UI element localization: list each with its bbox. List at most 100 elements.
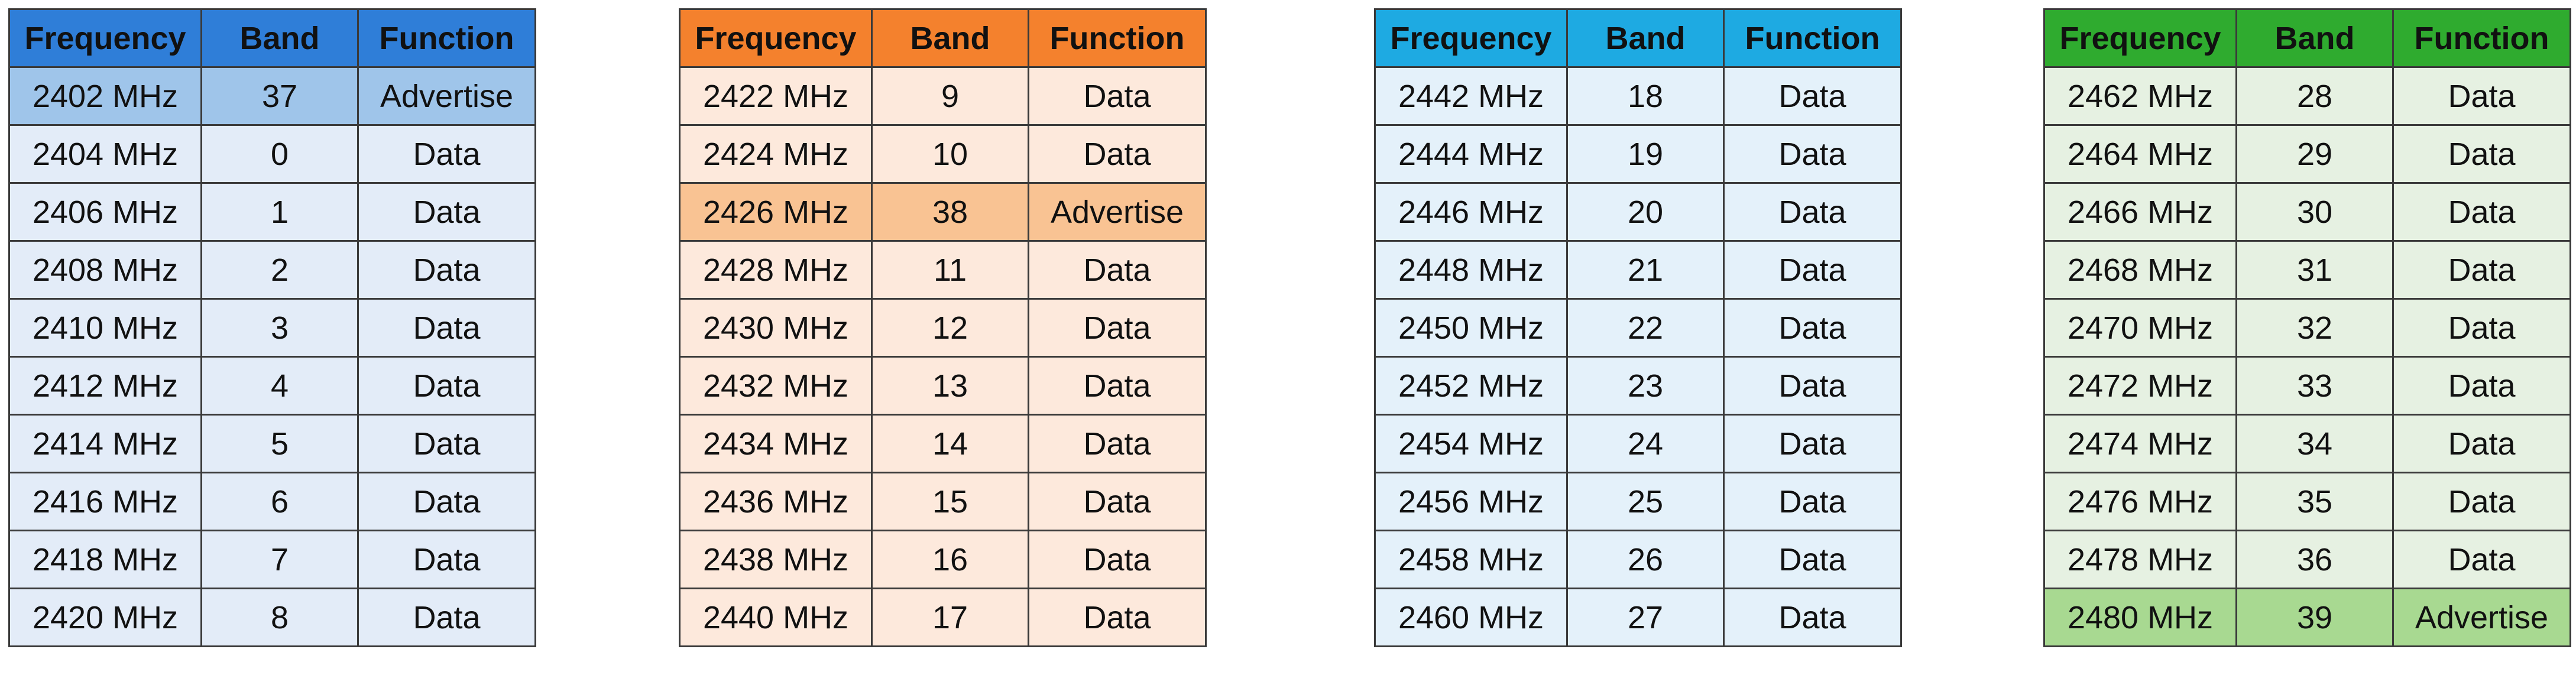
header-cell: Band [2235, 8, 2394, 68]
table-cell: Data [1723, 414, 1902, 473]
table-cell: 2420 MHz [8, 588, 202, 647]
table-cell: 11 [871, 240, 1029, 300]
table-cell: 2428 MHz [679, 240, 873, 300]
table-cell: 10 [871, 124, 1029, 184]
table-cell: 8 [200, 588, 359, 647]
table-cell: 17 [871, 588, 1029, 647]
table-cell: Data [1028, 240, 1207, 300]
table-cell: 2424 MHz [679, 124, 873, 184]
table-cell: 2450 MHz [1374, 298, 1568, 358]
table-row: 2444 MHz 19 Data [1374, 124, 1902, 184]
table-cell: 2472 MHz [2043, 356, 2237, 416]
table-cell: Data [357, 182, 536, 242]
table-row: 2432 MHz 13 Data [679, 356, 1207, 416]
table-cell: 19 [1566, 124, 1725, 184]
table-row: 2480 MHz 39 Advertise [2043, 588, 2571, 647]
table-cell: Data [2392, 66, 2571, 126]
table-cell: 2406 MHz [8, 182, 202, 242]
table-cell: 2412 MHz [8, 356, 202, 416]
table-cell: 2446 MHz [1374, 182, 1568, 242]
table-cell: Data [357, 356, 536, 416]
table-cell: Data [2392, 472, 2571, 531]
header-row: Frequency Band Function [679, 8, 1207, 68]
table-row: 2434 MHz 14 Data [679, 414, 1207, 473]
table-cell: 35 [2235, 472, 2394, 531]
table-cell: Data [2392, 240, 2571, 300]
table-cell: 27 [1566, 588, 1725, 647]
table-cell: 2478 MHz [2043, 530, 2237, 589]
table-cell: 37 [200, 66, 359, 126]
table-row: 2470 MHz 32 Data [2043, 298, 2571, 358]
table-cell: 30 [2235, 182, 2394, 242]
table-cell: 32 [2235, 298, 2394, 358]
table-cell: 2 [200, 240, 359, 300]
table-row: 2474 MHz 34 Data [2043, 414, 2571, 473]
table-cell: 2460 MHz [1374, 588, 1568, 647]
table-row: 2438 MHz 16 Data [679, 530, 1207, 589]
table-row: 2406 MHz 1 Data [8, 182, 536, 242]
table-cell: 2434 MHz [679, 414, 873, 473]
table-cell: Data [1028, 356, 1207, 416]
table-cell: Data [2392, 298, 2571, 358]
table-cell: 16 [871, 530, 1029, 589]
table-row: 2476 MHz 35 Data [2043, 472, 2571, 531]
table-cell: 2436 MHz [679, 472, 873, 531]
table-cell: Data [1028, 414, 1207, 473]
header-cell: Frequency [1374, 8, 1568, 68]
table-cell: 1 [200, 182, 359, 242]
table-row: 2404 MHz 0 Data [8, 124, 536, 184]
table-row: 2450 MHz 22 Data [1374, 298, 1902, 358]
table-cell: 2414 MHz [8, 414, 202, 473]
table-cell: Data [1723, 240, 1902, 300]
table-cell: 3 [200, 298, 359, 358]
table-cell: Data [2392, 182, 2571, 242]
table-row: 2462 MHz 28 Data [2043, 66, 2571, 126]
table-cell: 13 [871, 356, 1029, 416]
header-cell: Frequency [679, 8, 873, 68]
table-cell: Data [1028, 124, 1207, 184]
table-cell: 2440 MHz [679, 588, 873, 647]
table-cell: 24 [1566, 414, 1725, 473]
table-cell: Data [1723, 530, 1902, 589]
table-cell: 2448 MHz [1374, 240, 1568, 300]
table-cell: 34 [2235, 414, 2394, 473]
table-cell: Data [357, 588, 536, 647]
table-row: 2424 MHz 10 Data [679, 124, 1207, 184]
table-cell: 2474 MHz [2043, 414, 2237, 473]
header-cell: Function [1028, 8, 1207, 68]
table-cell: 18 [1566, 66, 1725, 126]
table-cell: 2476 MHz [2043, 472, 2237, 531]
table-cell: 2462 MHz [2043, 66, 2237, 126]
table-cell: Data [1723, 356, 1902, 416]
table-cell: 2458 MHz [1374, 530, 1568, 589]
table-cell: 6 [200, 472, 359, 531]
header-cell: Frequency [8, 8, 202, 68]
table-row: 2420 MHz 8 Data [8, 588, 536, 647]
table-row: 2460 MHz 27 Data [1374, 588, 1902, 647]
table-cell: 9 [871, 66, 1029, 126]
table-cell: 2408 MHz [8, 240, 202, 300]
table-cell: Data [1028, 66, 1207, 126]
table-cell: Advertise [2392, 588, 2571, 647]
table-cell: 23 [1566, 356, 1725, 416]
table-row: 2410 MHz 3 Data [8, 298, 536, 358]
table-row: 2454 MHz 24 Data [1374, 414, 1902, 473]
table-cell: 25 [1566, 472, 1725, 531]
table-row: 2446 MHz 20 Data [1374, 182, 1902, 242]
table-cell: Data [357, 124, 536, 184]
table-cell: Data [1028, 530, 1207, 589]
table-row: 2408 MHz 2 Data [8, 240, 536, 300]
header-row: Frequency Band Function [2043, 8, 2571, 68]
header-cell: Frequency [2043, 8, 2237, 68]
table-cell: Data [2392, 124, 2571, 184]
table-cell: 2426 MHz [679, 182, 873, 242]
table-cell: 4 [200, 356, 359, 416]
table-row: 2468 MHz 31 Data [2043, 240, 2571, 300]
table-cell: Data [1723, 66, 1902, 126]
header-cell: Band [871, 8, 1029, 68]
table-cell: 2454 MHz [1374, 414, 1568, 473]
table-row: 2430 MHz 12 Data [679, 298, 1207, 358]
table-cell: 2416 MHz [8, 472, 202, 531]
header-row: Frequency Band Function [1374, 8, 1902, 68]
